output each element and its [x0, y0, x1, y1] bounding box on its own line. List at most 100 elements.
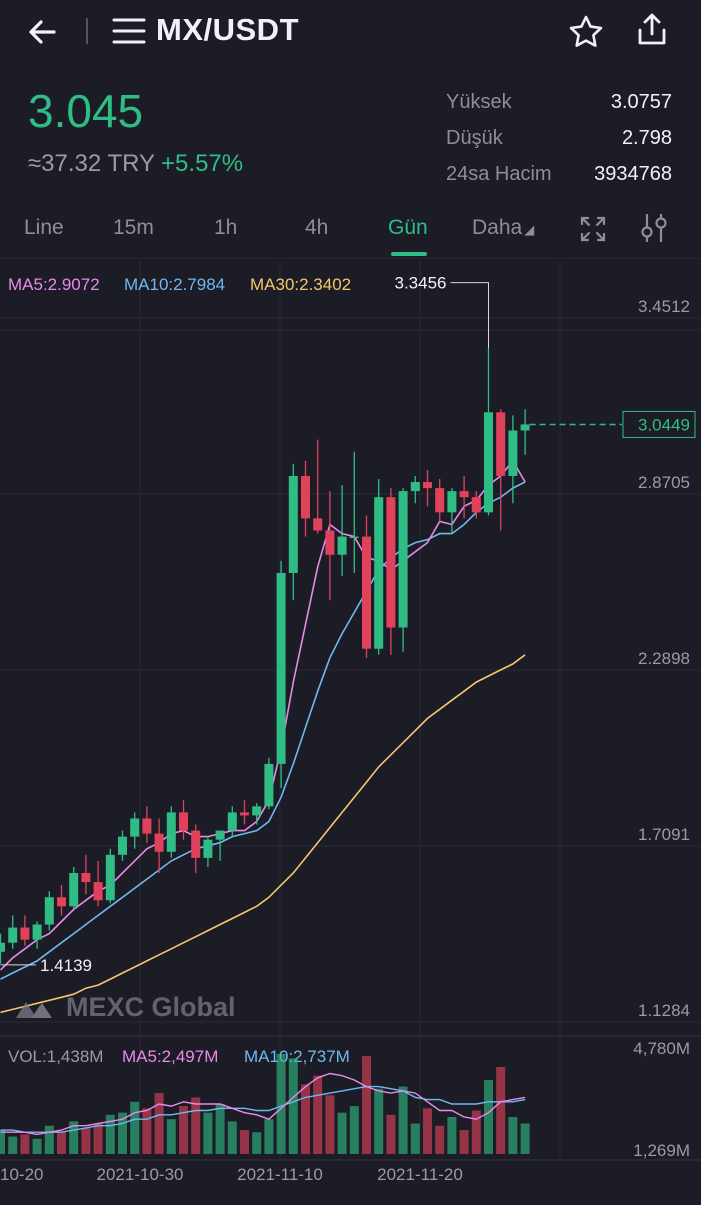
tab-1h[interactable]: 1h: [214, 216, 238, 239]
tab-15m[interactable]: 15m: [113, 216, 154, 239]
volume-bar: [325, 1095, 335, 1154]
candle-body: [130, 818, 140, 837]
volume-bar: [508, 1117, 518, 1154]
price-axis-label: 1.1284: [638, 1001, 690, 1020]
mexc-logo-icon: [16, 1001, 52, 1018]
price-subline: ≈37.32 TRY +5.57%: [28, 150, 243, 178]
volume-bar: [374, 1088, 384, 1154]
candle-body: [520, 424, 530, 431]
volume-bar: [264, 1119, 274, 1154]
candle-body: [325, 530, 335, 555]
candle-body: [386, 497, 396, 628]
hamburger-menu-icon[interactable]: [112, 16, 146, 51]
time-axis-label: 10-20: [0, 1165, 43, 1184]
fullscreen-icon[interactable]: [580, 216, 606, 247]
last-price: 3.045: [28, 85, 144, 137]
volume-ma10-line: [0, 1085, 526, 1133]
stat-value: 2.798: [621, 126, 672, 149]
volume-bars-group: [0, 1053, 530, 1154]
volume-bar: [520, 1123, 530, 1154]
volume-axis-label: 4,780M: [633, 1039, 690, 1058]
candle-body: [484, 412, 493, 513]
chart-svg[interactable]: MA5:2.9072 MA10:2.7984 MA30:2.3402 3.451…: [0, 260, 701, 1200]
indicator-settings-icon[interactable]: [640, 212, 668, 249]
volume-bar: [362, 1056, 371, 1154]
time-axis-label: 2021-11-20: [377, 1165, 463, 1184]
volume-axis-label: 1,269M: [633, 1141, 690, 1160]
fiat-price: ≈37.32 TRY: [28, 150, 156, 177]
candlestick-chart[interactable]: MA5:2.9072 MA10:2.7984 MA30:2.3402 3.451…: [0, 260, 701, 1200]
candle-body: [166, 812, 176, 852]
volume-bar: [301, 1084, 310, 1154]
volume-bar: [142, 1108, 152, 1154]
volume-bar: [288, 1058, 298, 1154]
candle-body: [276, 572, 286, 764]
candle-body: [93, 882, 103, 901]
volume-bar: [240, 1130, 249, 1154]
vol-legend: VOL:1,438M: [8, 1047, 103, 1066]
candle-body: [118, 836, 127, 855]
arrow-left-icon[interactable]: [24, 14, 60, 55]
candle-body: [240, 812, 249, 816]
candle-body: [69, 873, 79, 907]
candle-body: [349, 536, 359, 539]
volume-bar: [386, 1114, 396, 1154]
volume-bar: [471, 1110, 481, 1154]
candle-body: [191, 830, 201, 858]
candle-body: [8, 927, 18, 943]
candle-body: [288, 475, 298, 573]
volume-bar: [447, 1117, 457, 1154]
candle-body: [252, 806, 262, 816]
candle-body: [435, 488, 445, 513]
ma5-line-group: [0, 459, 526, 971]
volume-bar: [130, 1101, 140, 1154]
candle-body: [179, 812, 188, 831]
grid-lines: [0, 260, 701, 1161]
divider: [86, 18, 88, 44]
candle-body: [57, 897, 66, 907]
candle-body: [398, 491, 408, 628]
stat-high: Yüksek 3.0757: [446, 84, 672, 120]
low-marker-label: 1.4139: [40, 956, 92, 975]
vol-ma10-legend: MA10:2,737M: [244, 1047, 350, 1066]
candles-group: [0, 348, 530, 964]
volume-ma5-line: [0, 1072, 526, 1136]
star-icon[interactable]: [568, 14, 604, 55]
volume-bar: [313, 1075, 323, 1154]
time-axis: 10-20 2021-10-30 2021-11-10 2021-11-20: [0, 1165, 463, 1184]
current-price-label: 3.0449: [638, 415, 690, 434]
caret-down-icon: ◢: [524, 222, 535, 237]
price-axis-label: 1.7091: [638, 825, 690, 844]
tab-line[interactable]: Line: [24, 216, 64, 239]
tab-day[interactable]: Gün: [388, 216, 428, 239]
candle-body: [496, 412, 506, 476]
volume-bar: [93, 1123, 103, 1154]
volume-bar: [496, 1066, 506, 1154]
volume-bar: [154, 1093, 164, 1154]
stat-label: Düşük: [446, 126, 503, 149]
volume-bar: [435, 1125, 445, 1154]
volume-bar: [423, 1108, 432, 1154]
candle-body: [313, 518, 323, 531]
tab-more[interactable]: Daha ◢: [472, 216, 534, 240]
ma5-line: [0, 459, 526, 971]
candle-body: [337, 536, 347, 555]
pair-title[interactable]: MX/USDT: [156, 12, 299, 47]
price-axis-label: 2.8705: [638, 473, 690, 492]
ticker-stats: Yüksek 3.0757 Düşük 2.798 24sa Hacim 393476…: [446, 84, 672, 192]
price-axis: 3.4512 2.8705 2.2898 1.7091 1.1284: [638, 297, 690, 1020]
share-upload-icon[interactable]: [634, 12, 670, 53]
volume-bar: [337, 1112, 347, 1154]
candle-body: [0, 942, 5, 952]
volume-bar: [191, 1097, 201, 1154]
volume-bar: [44, 1125, 54, 1154]
volume-bar: [484, 1080, 493, 1154]
volume-bar: [81, 1127, 91, 1154]
volume-bar: [57, 1132, 66, 1154]
stat-low: Düşük 2.798: [446, 120, 672, 156]
candle-body: [154, 833, 164, 852]
tab-4h[interactable]: 4h: [305, 216, 329, 239]
volume-bar: [118, 1112, 127, 1154]
interval-tabs: Line 15m 1h 4h Gün Daha ◢: [0, 206, 701, 259]
current-price-tag: [622, 410, 696, 438]
